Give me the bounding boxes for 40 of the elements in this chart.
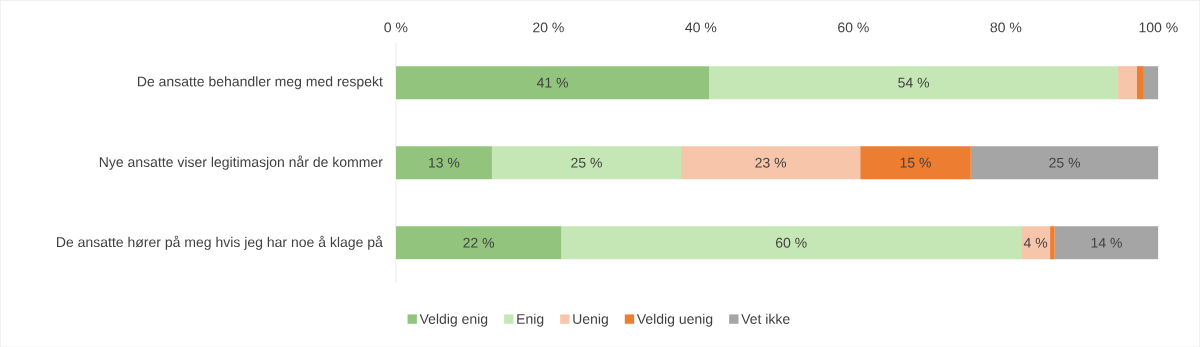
x-tick-label: 0 %: [384, 22, 408, 33]
bar: [860, 146, 971, 180]
bar: [681, 146, 861, 180]
legend-label: Vet ikke: [741, 313, 790, 324]
x-tick-label: 60 %: [838, 22, 869, 33]
data-label: 13 %: [429, 157, 460, 168]
legend-label: Veldig uenig: [636, 313, 713, 327]
data-label: 14 %: [1091, 237, 1122, 248]
legend-label: Enig: [517, 313, 544, 327]
x-tick-label: 20 %: [533, 22, 564, 33]
y-tick-label: De ansatte behandler meg med respekt: [138, 75, 383, 89]
x-tick-label: 100 %: [1139, 22, 1178, 33]
data-label: 4 %: [1023, 237, 1048, 248]
bar: [1050, 226, 1055, 260]
bar: [395, 226, 562, 260]
bar: [491, 146, 682, 180]
bar: [1021, 226, 1051, 260]
bar: [970, 146, 1159, 180]
bar: [709, 65, 1118, 99]
legend-label: Veldig enig: [419, 313, 488, 327]
data-label: 23 %: [755, 157, 787, 168]
bar: [395, 65, 710, 99]
data-label: 22 %: [463, 237, 495, 248]
bar: [1137, 65, 1144, 99]
bar: [1117, 65, 1138, 99]
data-label: 15 %: [900, 157, 931, 168]
data-label: 25 %: [1049, 157, 1081, 168]
x-tick-label: 80 %: [990, 22, 1022, 33]
data-label: 54 %: [898, 77, 930, 88]
legend-label: Uenig: [573, 313, 608, 327]
bar: [561, 226, 1022, 260]
y-tick-label: Nye ansatte viser legitimasjon når de kommer: [99, 155, 383, 170]
data-label: 41 %: [536, 77, 569, 88]
bar: [1143, 65, 1159, 99]
data-label: 60 %: [775, 237, 807, 248]
x-tick-label: 40 %: [685, 22, 717, 33]
bar: [395, 146, 492, 180]
y-tick-label: De ansatte hører på meg hvis jeg har noe å klage på: [57, 235, 383, 250]
bar: [1054, 226, 1159, 260]
data-label: 25 %: [571, 157, 602, 168]
